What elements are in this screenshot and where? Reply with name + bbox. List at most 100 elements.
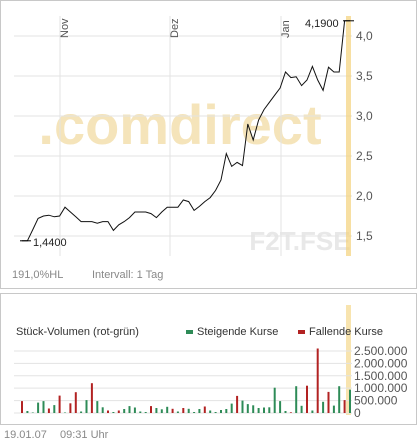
legend-rising-label: Steigende Kurse (197, 326, 279, 338)
volume-bar (289, 412, 292, 413)
volume-bar (311, 410, 314, 413)
legend-falling-swatch (298, 330, 305, 335)
volume-bar (107, 410, 109, 413)
legend-rising-swatch (186, 330, 193, 335)
volume-bar (252, 405, 255, 413)
volume-bar (316, 348, 319, 413)
volume-bar (26, 411, 29, 413)
volume-bar (155, 408, 158, 413)
volume-bar (263, 407, 265, 413)
volume-bar (150, 406, 152, 413)
volume-bar (246, 404, 249, 413)
price-y-tick: 1,5 (356, 229, 373, 243)
volume-bar (273, 387, 276, 413)
low-label: 1,4400 (33, 237, 67, 249)
watermark: .comdirect F2T.FSE (38, 93, 350, 256)
price-series (20, 20, 354, 242)
volume-y-tick: 0 (354, 406, 361, 420)
volume-bar (225, 409, 228, 413)
volume-bar (53, 405, 56, 413)
legend-falling: Fallende Kurse (298, 326, 383, 338)
volume-grid (14, 350, 352, 414)
volume-bar (257, 408, 260, 413)
volume-bar (47, 408, 50, 413)
month-label: Dez (169, 18, 181, 38)
volume-bar (21, 401, 23, 413)
volume-bar (268, 407, 271, 413)
volume-bar (349, 389, 351, 413)
price-line (22, 20, 350, 242)
current-day-highlight (346, 16, 351, 256)
volume-bar (171, 408, 174, 413)
volume-bar (214, 412, 217, 413)
volume-bar (42, 401, 45, 413)
volume-bar (241, 400, 244, 413)
volume-bar (117, 410, 120, 413)
volume-bar (236, 395, 239, 413)
volume-bar (187, 408, 190, 413)
volume-bar (182, 408, 185, 413)
volume-bar (96, 401, 99, 413)
range-percent: 191,0%HL (12, 269, 64, 281)
volume-bar (176, 411, 179, 413)
volume-y-tick: 500.000 (354, 394, 398, 408)
price-y-tick: 3,5 (356, 69, 373, 83)
volume-bar (128, 406, 131, 413)
volume-y-axis: 0500.0001.000.0001.500.0002.000.0002.500… (354, 344, 408, 420)
volume-bar (144, 412, 147, 413)
volume-bar (90, 383, 93, 413)
high-label: 4,1900 (305, 18, 339, 30)
legend-rising: Steigende Kurse (186, 326, 278, 338)
price-month-labels: Nov Dez Jan (59, 18, 292, 38)
volume-bar (37, 402, 40, 413)
volume-bar (306, 385, 308, 413)
month-label: Jan (280, 20, 292, 38)
volume-bar (209, 410, 212, 413)
volume-bar (64, 412, 66, 413)
volume-bar (112, 412, 115, 413)
month-label: Nov (59, 18, 71, 38)
volume-y-tick: 2.500.000 (354, 344, 408, 358)
watermark-code: F2T.FSE (249, 226, 350, 256)
volume-title: Stück-Volumen (rot-grün) (16, 326, 139, 338)
volume-bar (343, 400, 346, 413)
volume-bar (203, 406, 206, 413)
volume-bar (139, 411, 142, 413)
volume-y-tick: 1.500.000 (354, 369, 408, 383)
volume-bar (198, 409, 201, 413)
volume-bar (58, 395, 61, 413)
volume-bar (284, 411, 287, 413)
volume-bar (160, 409, 163, 413)
volume-bar (332, 405, 335, 413)
volume-bar (74, 392, 77, 413)
legend-falling-label: Fallende Kurse (309, 326, 383, 338)
volume-bar (327, 391, 330, 413)
price-y-tick: 2,0 (356, 189, 373, 203)
volume-bar (300, 405, 303, 413)
volume-bar (80, 411, 83, 413)
watermark-logo: .comdirect (38, 93, 321, 156)
volume-y-tick: 1.000.000 (354, 381, 408, 395)
interval-label: Intervall: 1 Tag (92, 269, 164, 281)
price-y-axis: 1,5 2,0 2,5 3,0 3,5 4,0 (356, 29, 373, 243)
volume-bar (295, 386, 298, 413)
price-y-tick: 3,0 (356, 109, 373, 123)
volume-bar (123, 409, 126, 413)
price-y-tick: 4,0 (356, 29, 373, 43)
volume-bar (85, 400, 88, 413)
volume-bar (220, 410, 222, 413)
volume-bar (338, 386, 341, 413)
volume-bar (101, 407, 104, 413)
volume-bar (69, 403, 72, 413)
volume-y-tick: 2.000.000 (354, 356, 408, 370)
price-grid (14, 16, 352, 415)
volume-bar (279, 401, 282, 413)
volume-bar (322, 401, 325, 413)
current-day-highlight-volume (346, 305, 351, 415)
volume-bar (230, 403, 233, 413)
volume-bars (21, 348, 351, 413)
footer-date: 19.01.07 (4, 429, 47, 441)
volume-bar (133, 407, 136, 413)
volume-bar (166, 406, 169, 413)
